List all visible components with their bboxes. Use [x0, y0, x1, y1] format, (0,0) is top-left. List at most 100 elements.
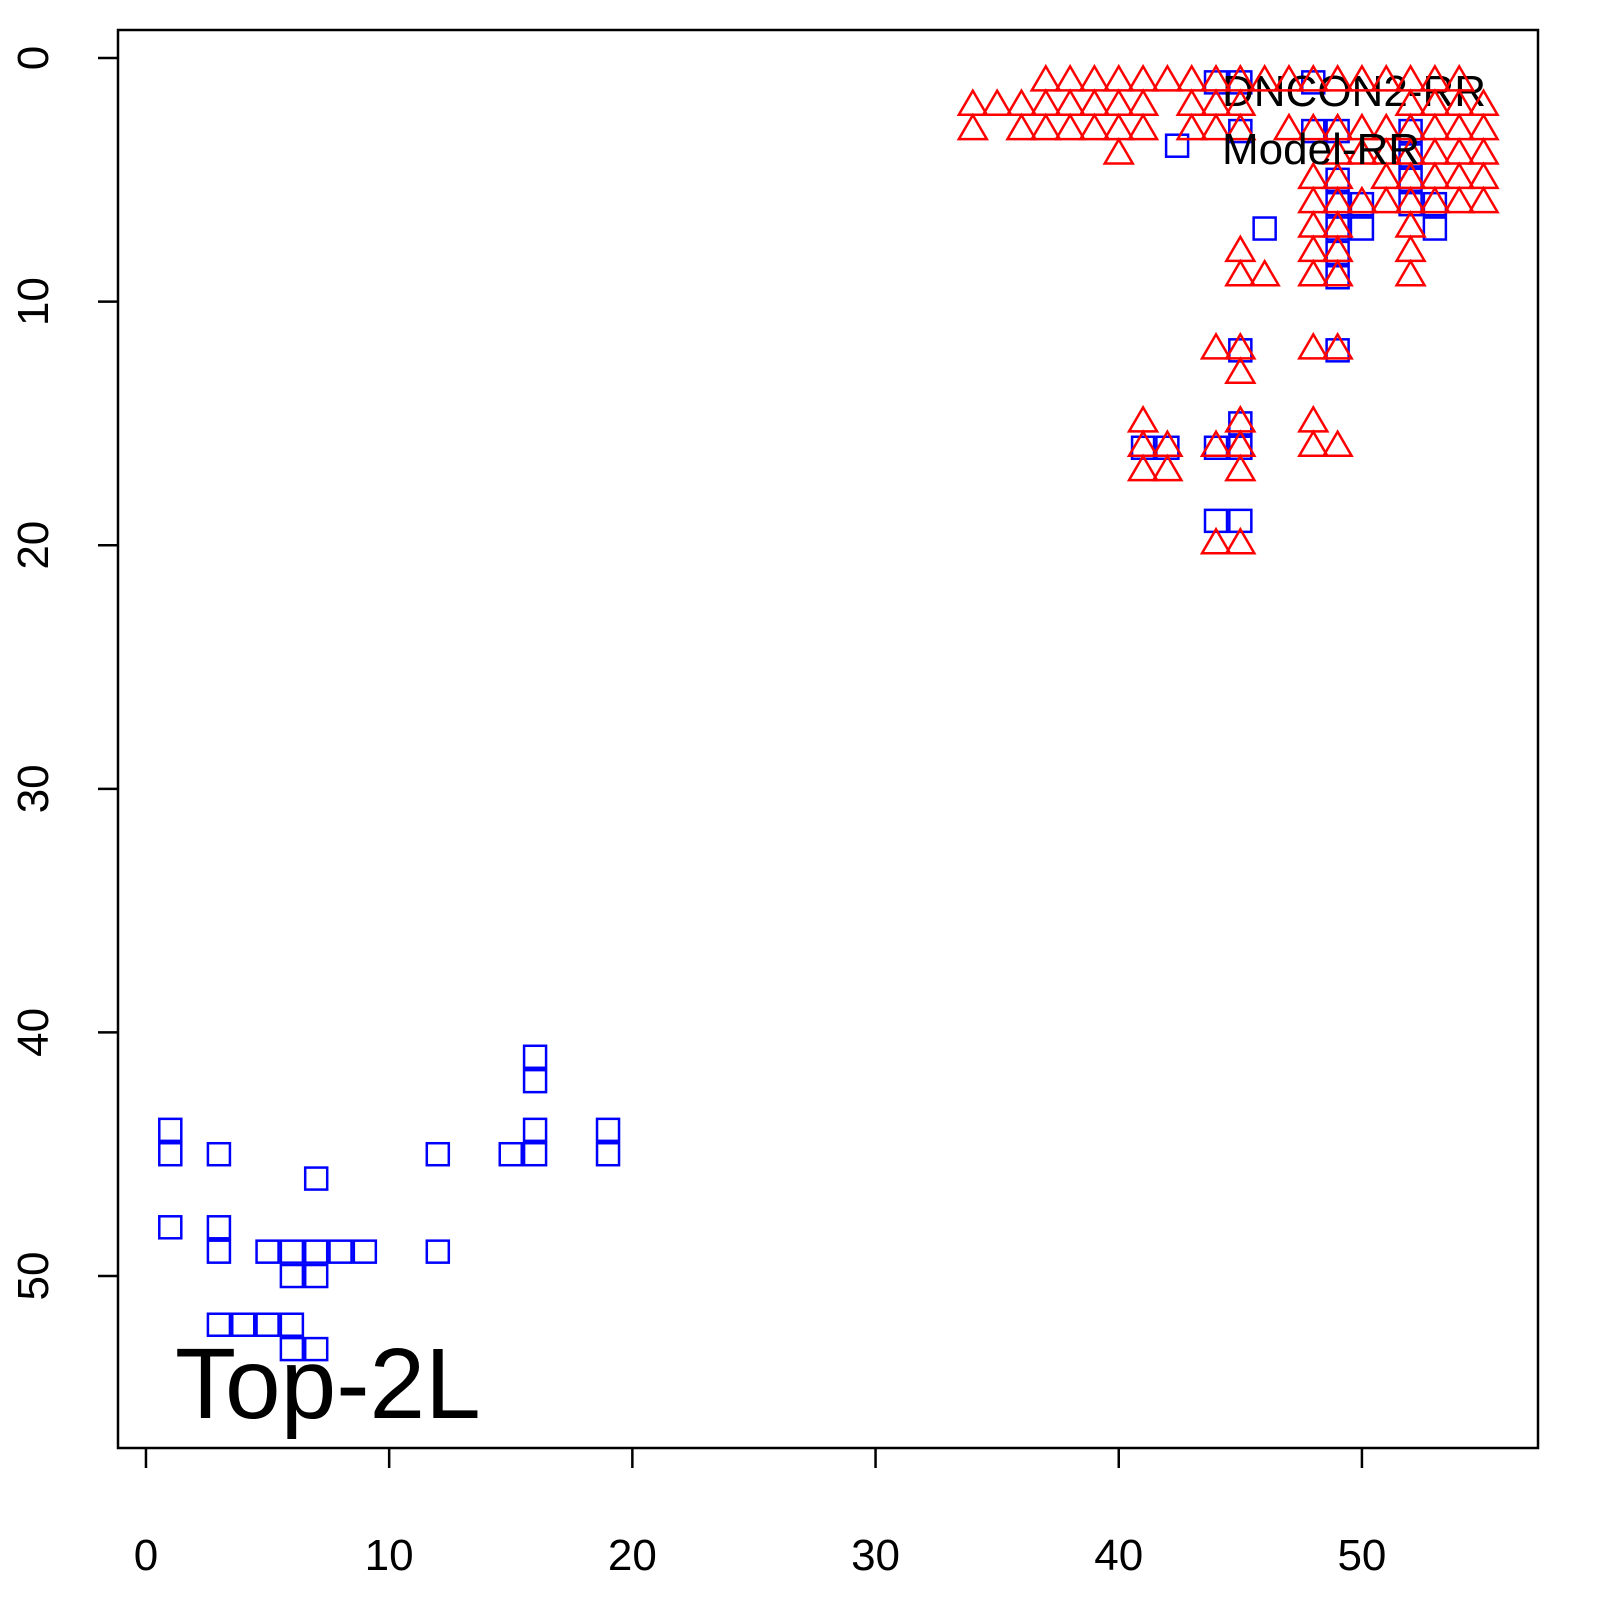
- square-point: [158, 1117, 183, 1143]
- square-point: [1228, 70, 1253, 95]
- triangle-point: [1126, 88, 1160, 116]
- square-point: [1228, 338, 1253, 363]
- square-point: [352, 1239, 378, 1264]
- triangle-point: [1151, 453, 1184, 482]
- triangle-point: [1345, 63, 1379, 92]
- square-point: [1228, 508, 1253, 534]
- square-point: [595, 1117, 621, 1143]
- triangle-point: [1418, 136, 1452, 165]
- square-point: [1155, 435, 1180, 461]
- square-point: [158, 1141, 183, 1167]
- square-point: [1228, 411, 1253, 436]
- triangle-point: [1029, 63, 1062, 92]
- square-point: [303, 1336, 329, 1362]
- square-point: [1252, 216, 1277, 241]
- y-tick-label: 20: [9, 521, 58, 570]
- square-point: [522, 1141, 548, 1167]
- triangle-point: [1418, 185, 1452, 214]
- square-point: [1398, 118, 1423, 144]
- triangle-point: [1224, 526, 1257, 555]
- triangle-point: [1394, 258, 1427, 287]
- triangle-point: [1199, 429, 1233, 458]
- square-point: [279, 1239, 305, 1264]
- triangle-point: [1199, 526, 1233, 555]
- triangle-point: [1078, 63, 1111, 92]
- triangle-point: [1321, 429, 1354, 458]
- triangle-point: [1029, 88, 1062, 116]
- triangle-point: [1418, 112, 1452, 141]
- square-point: [1203, 508, 1229, 534]
- square-point: [279, 1263, 305, 1289]
- square-point: [498, 1141, 524, 1167]
- square-point: [255, 1312, 280, 1337]
- square-point: [1203, 70, 1229, 95]
- square-point: [1164, 133, 1190, 158]
- square-point: [303, 1263, 329, 1289]
- triangle-point: [1394, 234, 1427, 263]
- triangle-point: [1443, 161, 1476, 190]
- triangle-point: [1321, 331, 1354, 360]
- triangle-point: [1224, 112, 1257, 141]
- square-point: [1130, 435, 1156, 461]
- triangle-point: [1224, 453, 1257, 482]
- square-point: [595, 1141, 621, 1167]
- square-point: [1349, 216, 1375, 241]
- triangle-point: [1297, 429, 1330, 458]
- x-tick-label: 40: [1094, 1531, 1143, 1580]
- triangle-point: [1321, 63, 1354, 92]
- square-point: [1349, 191, 1375, 217]
- triangle-point: [1345, 136, 1379, 165]
- square-point: [1301, 70, 1326, 95]
- triangle-point: [1443, 112, 1476, 141]
- y-tick-label: 0: [9, 46, 58, 70]
- x-tick-label: 20: [608, 1531, 657, 1580]
- square-point: [1422, 216, 1448, 241]
- triangle-point: [1297, 210, 1330, 238]
- y-tick-label: 50: [9, 1252, 58, 1301]
- square-point: [206, 1141, 232, 1167]
- y-tick-label: 10: [9, 277, 58, 326]
- x-tick-label: 30: [851, 1531, 900, 1580]
- triangle-point: [1102, 112, 1135, 141]
- triangle-point: [1467, 161, 1500, 190]
- square-point: [522, 1117, 548, 1143]
- triangle-point: [1078, 88, 1111, 116]
- square-point: [522, 1068, 548, 1094]
- square-point: [1325, 191, 1350, 217]
- square-point: [328, 1239, 353, 1264]
- triangle-point: [1053, 88, 1087, 116]
- y-tick-label: 30: [9, 764, 58, 813]
- triangle-point: [1297, 185, 1330, 214]
- triangle-point: [1102, 88, 1135, 116]
- triangle-point: [1297, 112, 1330, 141]
- triangle-point: [1126, 453, 1160, 482]
- square-point: [303, 1239, 329, 1264]
- square-point: [1422, 191, 1448, 217]
- triangle-point: [1126, 404, 1160, 433]
- square-point: [158, 1215, 183, 1240]
- square-point: [1325, 265, 1350, 290]
- triangle-point: [956, 88, 989, 116]
- triangle-point: [1297, 63, 1330, 92]
- triangle-point: [956, 112, 989, 141]
- square-point: [1398, 143, 1423, 168]
- triangle-point: [1053, 63, 1087, 92]
- triangle-point: [1248, 258, 1281, 287]
- triangle-point: [1467, 185, 1500, 214]
- triangle-point: [1467, 112, 1500, 141]
- triangle-point: [1248, 63, 1281, 92]
- x-tick-label: 50: [1337, 1531, 1386, 1580]
- square-point: [1398, 167, 1423, 193]
- square-point: [522, 1044, 548, 1070]
- triangle-point: [1102, 63, 1135, 92]
- triangle-point: [1297, 331, 1330, 360]
- triangle-point: [1199, 112, 1233, 141]
- triangle-point: [1102, 136, 1135, 165]
- square-point: [1301, 118, 1326, 144]
- square-point: [303, 1166, 329, 1191]
- triangle-point: [1224, 258, 1257, 287]
- square-point: [279, 1312, 305, 1337]
- triangle-point: [1005, 88, 1038, 116]
